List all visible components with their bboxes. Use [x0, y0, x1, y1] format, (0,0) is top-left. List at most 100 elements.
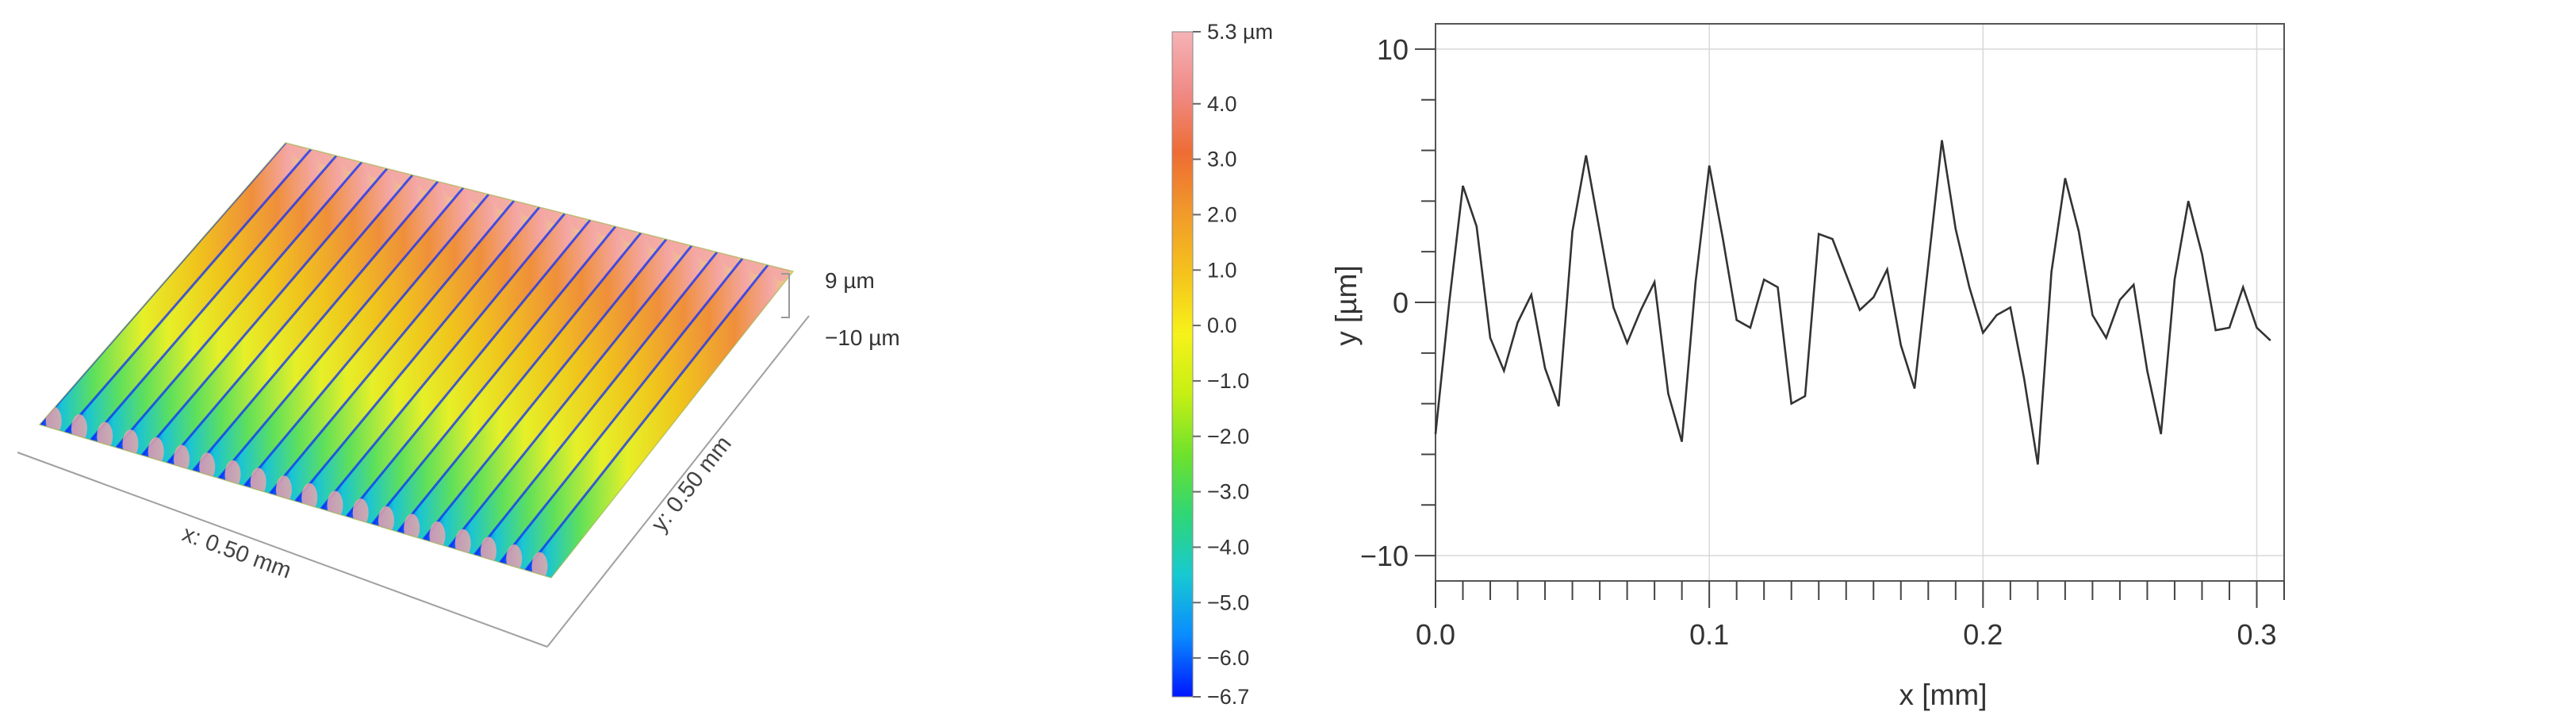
profile-data-point: [1831, 238, 1833, 240]
surface-ridge-stripe: [142, 168, 412, 463]
surface-valley-line: [64, 148, 312, 433]
surface-ridge-stripe: [500, 258, 768, 571]
x-axis-label: x: 0.50 mm: [179, 521, 295, 584]
profile-data-point: [1544, 367, 1546, 369]
profile-data-point: [1791, 403, 1792, 405]
surface-valley-line: [115, 161, 363, 448]
colorbar-tick-label: 2.0: [1207, 202, 1237, 226]
profile-series-line: [1434, 140, 2271, 465]
surface-valley-line: [243, 193, 490, 487]
profile-data-point: [2078, 231, 2080, 233]
x-tick-label: 0.0: [1416, 618, 1455, 651]
surface-3d-panel: 9 µm −10 µm x: 0.50 mm y: 0.50 mm: [0, 0, 920, 723]
profile-data-point: [1900, 344, 1902, 346]
profile-data-point: [2133, 284, 2134, 286]
x-tick-label: 0.3: [2237, 618, 2276, 651]
profile-data-point: [1572, 231, 1574, 233]
surface-ridge-stripe: [474, 252, 742, 563]
surface-ridge-stripe: [116, 162, 387, 456]
surface-ridge-stripe: [218, 187, 489, 486]
surface-crest: [772, 249, 791, 282]
surface-ridge-stripe: [295, 207, 565, 510]
surface-valley-line: [524, 263, 769, 571]
profile-data-point: [1873, 297, 1874, 298]
surface-ridge-stripe: [244, 194, 514, 494]
profile-data-point: [1887, 269, 1888, 271]
surface-valley-line: [217, 187, 465, 479]
colorbar-gradient: [1171, 31, 1194, 698]
profile-data-point: [1612, 306, 1614, 308]
colorbar-tick-label: 1.0: [1207, 258, 1237, 282]
profile-data-point: [2051, 271, 2053, 273]
y-tick-label: 10: [1377, 33, 1409, 66]
colorbar-tick-label: 5.3 µm: [1207, 20, 1273, 44]
colorbar-tick-label: −5.0: [1207, 590, 1249, 614]
profile-data-point: [2037, 463, 2038, 465]
surface-ridge-stripe: [397, 233, 666, 540]
colorbar-tick-label: −2.0: [1207, 425, 1249, 448]
colorbar-tick-label: 3.0: [1207, 148, 1237, 171]
profile-data-point: [2023, 378, 2025, 379]
profile-data-point: [2215, 329, 2217, 331]
y-tick-label: −10: [1360, 540, 1409, 572]
surface-valley-line: [320, 213, 566, 510]
surface-ridge-stripe: [423, 239, 692, 548]
profile-data-point: [1708, 165, 1710, 167]
surface-ridge-stripe: [449, 245, 717, 556]
profile-data-point: [2119, 299, 2121, 301]
colorbar-tick-label: −6.7: [1207, 685, 1249, 709]
colorbar: 5.3 µm 4.0 3.0 2.0 1.0 0.0 −1.0 −2.0 −3.0 −4.0 −5.…: [1171, 20, 1273, 709]
profile-data-point: [2160, 433, 2162, 435]
surface-valley-line: [447, 244, 693, 548]
colorbar-tick-label: −6.0: [1207, 646, 1249, 670]
profile-data-point: [1448, 302, 1450, 303]
surface-ridge-stripe: [525, 264, 793, 578]
surface-valley-line: [167, 174, 414, 464]
x-axis-line: [17, 452, 548, 648]
y-tick-label: 0: [1393, 287, 1409, 319]
profile-line-chart: 0.0 0.1 0.2 0.3 10 0 −10 x [mm] y [µm]: [1330, 23, 2285, 711]
surface-valley-line: [269, 199, 516, 494]
colorbar-tick-label: −4.0: [1207, 535, 1249, 559]
surface-ridge-stripe: [65, 149, 336, 440]
profile-data-point: [1927, 263, 1929, 265]
profile-data-point: [1736, 319, 1738, 321]
profile-data-point: [1996, 314, 1998, 316]
surface-valley-line: [90, 155, 338, 441]
y-axis-title: y [µm]: [1330, 265, 1363, 345]
surface-ridge-stripe: [90, 156, 362, 448]
colorbar-panel: 5.3 µm 4.0 3.0 2.0 1.0 0.0 −1.0 −2.0 −3.0 −4.0 −5.…: [1150, 0, 1340, 723]
profile-data-point: [1763, 279, 1765, 280]
surface-ridge-stripe: [320, 213, 590, 517]
profile-chart-panel: 0.0 0.1 0.2 0.3 10 0 −10 x [mm] y [µm]: [1301, 0, 2576, 723]
profile-data-point: [2064, 178, 2066, 179]
surface-ridge-stripe: [40, 143, 311, 433]
surface-valley-line: [397, 232, 642, 533]
surface-valley-line: [192, 180, 439, 471]
profile-data-point: [1681, 441, 1683, 442]
profile-data-point: [1517, 322, 1519, 324]
colorbar-tick-label: 0.0: [1207, 313, 1237, 337]
surface-valley-line: [473, 251, 719, 556]
colorbar-tick-label: −3.0: [1207, 480, 1249, 504]
profile-data-point: [2174, 279, 2175, 280]
surface-valley-line: [345, 219, 592, 517]
colorbar-tick-label: 4.0: [1207, 92, 1237, 116]
surface-ridge-stripe: [193, 181, 463, 479]
surface-ridge-stripe: [347, 220, 615, 525]
profile-data-point: [1695, 281, 1696, 283]
surface-valley-line: [294, 206, 541, 502]
y-axis-line: [546, 315, 810, 648]
surface-valley-line: [499, 257, 744, 563]
profile-data-point: [2256, 327, 2257, 329]
surface-valley-line: [140, 167, 389, 456]
profile-data-point: [1585, 155, 1587, 156]
surface-ridge-stripe: [372, 226, 641, 533]
profile-data-point: [1804, 395, 1806, 397]
profile-data-point: [2010, 306, 2011, 308]
surface-ridge-stripe: [270, 200, 539, 502]
profile-data-point: [1667, 393, 1669, 394]
x-tick-label: 0.2: [1963, 618, 2003, 651]
profile-data-point: [1462, 185, 1464, 187]
z-scale-bottom-label: −10 µm: [825, 325, 900, 350]
